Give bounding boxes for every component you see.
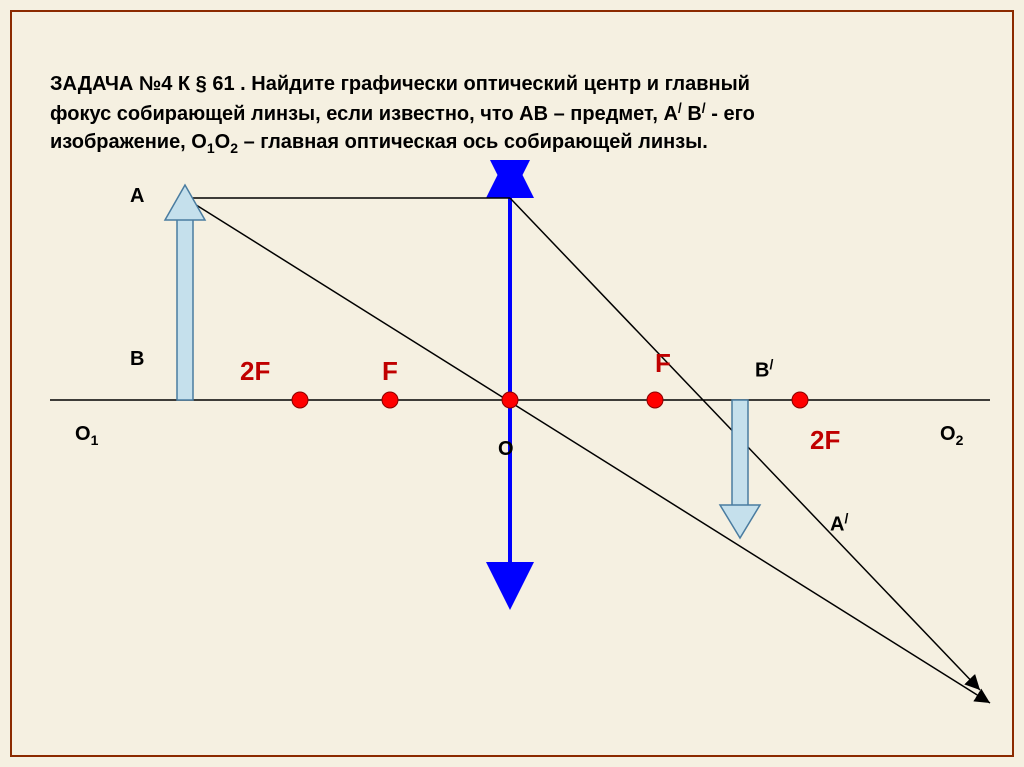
label-2F-right: 2F	[810, 425, 840, 456]
label-A: А	[130, 185, 144, 208]
label-O: О	[498, 438, 514, 461]
title-line-2: фокус собирающей линзы, если известно, ч…	[50, 103, 755, 125]
title-line-3: изображение, О1О2 – главная оптическая о…	[50, 131, 708, 153]
label-O1: О1	[75, 423, 98, 448]
object-arrow	[165, 185, 205, 400]
label-B: В	[130, 348, 144, 371]
point-2F-left	[292, 392, 308, 408]
point-F-left	[382, 392, 398, 408]
image-arrow	[720, 400, 760, 538]
point-2F-right	[792, 392, 808, 408]
label-A-image: А/	[830, 510, 848, 537]
point-O-center	[502, 392, 518, 408]
label-O2: О2	[940, 423, 963, 448]
label-2F-left: 2F	[240, 356, 270, 387]
ray-through-center	[185, 198, 990, 703]
label-F-left: F	[382, 356, 398, 387]
point-F-right	[647, 392, 663, 408]
label-B-image: В/	[755, 356, 773, 383]
problem-title: ЗАДАЧА №4 К § 61 . Найдите графически оп…	[50, 70, 970, 158]
label-F-right: F	[655, 348, 671, 379]
title-line-1: ЗАДАЧА №4 К § 61 . Найдите графически оп…	[50, 73, 750, 95]
